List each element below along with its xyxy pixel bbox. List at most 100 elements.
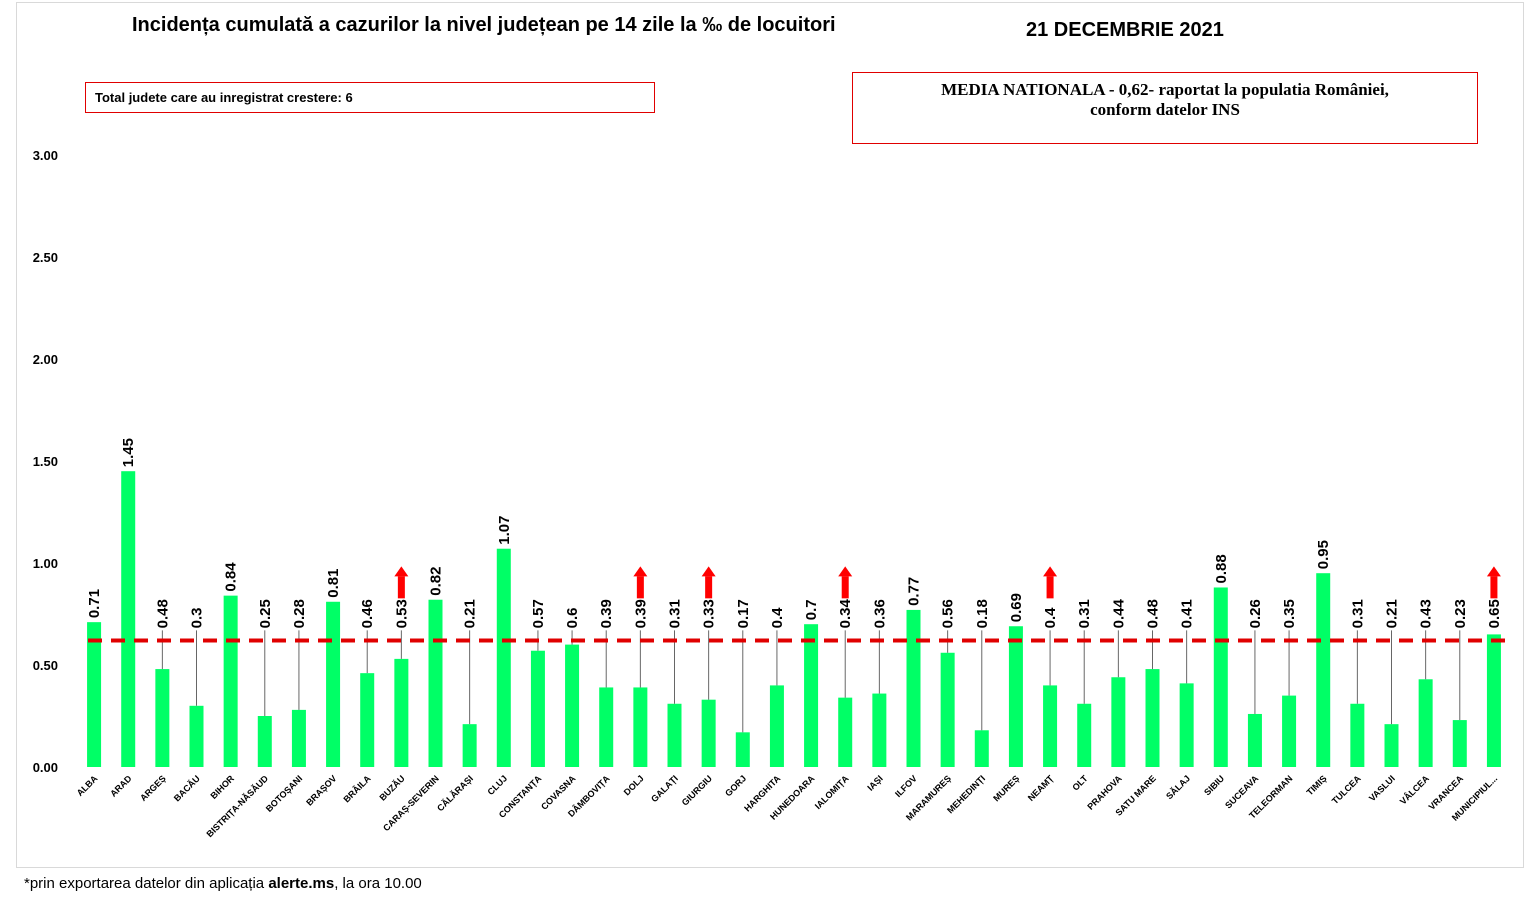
bar-galati (667, 703, 682, 767)
chart-title: Incidența cumulată a cazurilor la nivel … (132, 14, 836, 36)
x-label-bistrita-nasaud: BISTRIȚA-NĂSĂUD (204, 773, 270, 839)
x-label-salaj: SĂLAJ (1164, 773, 1192, 801)
bar-arad (121, 471, 136, 767)
value-label-neamt: 0.4 (1042, 607, 1059, 629)
x-label-buzau: BUZĂU (377, 773, 406, 802)
increase-arrow-dolj (633, 566, 648, 599)
bar-tulcea (1350, 703, 1365, 767)
bar-valcea (1418, 679, 1433, 767)
value-label-satu-mare: 0.48 (1145, 599, 1162, 628)
value-label-vaslui: 0.21 (1384, 599, 1401, 628)
x-label-olt: OLT (1070, 773, 1090, 793)
bar-vrancea (1452, 720, 1467, 767)
increase-count-box: Total judete care au inregistrat crester… (85, 82, 655, 113)
x-label-braila: BRĂILA (342, 773, 373, 804)
bar-prahova (1111, 677, 1126, 767)
value-label-brasov: 0.81 (325, 569, 342, 598)
value-label-galati: 0.31 (667, 599, 684, 628)
value-label-giurgiu: 0.33 (701, 599, 718, 628)
bar-bistrita-nasaud (257, 716, 272, 767)
value-label-gorj: 0.17 (735, 599, 752, 628)
value-label-valcea: 0.43 (1418, 599, 1435, 628)
national-average-line2: conform datelor INS (1090, 100, 1240, 119)
value-label-ialomita: 0.34 (837, 599, 854, 629)
bar-dambovita (599, 687, 614, 767)
bars-group (87, 471, 1501, 767)
value-label-covasna: 0.6 (564, 608, 581, 629)
value-label-dolj: 0.39 (632, 599, 649, 628)
bar-mehedinti (974, 730, 989, 767)
value-label-buzau: 0.53 (393, 599, 410, 628)
x-label-alba: ALBA (75, 773, 100, 798)
x-label-galati: GALAȚI (649, 773, 680, 804)
bar-teleorman (1282, 695, 1297, 767)
bar-botosani (291, 709, 306, 767)
bar-neamt (1043, 685, 1058, 767)
footnote-app: alerte.ms (268, 875, 335, 892)
value-label-hunedoara: 0.7 (803, 599, 820, 620)
increase-count-text: Total judete care au inregistrat crester… (95, 90, 353, 105)
value-labels-group: 0.71 1.45 0.48 0.3 0.84 0.25 0.28 0.81 0.46 0.53 0… (86, 438, 1503, 628)
footnote: *prin exportarea datelor din aplicația a… (24, 875, 422, 892)
x-label-ialomita: IALOMIȚA (813, 773, 851, 811)
bar-caras-severin (428, 599, 443, 767)
value-label-suceava: 0.26 (1247, 599, 1264, 628)
y-tick-label: 1.50 (33, 454, 58, 469)
x-label-gorj: GORJ (723, 773, 748, 798)
bar-covasna (565, 644, 580, 767)
chart-frame (16, 2, 1524, 868)
national-average-line1: MEDIA NATIONALA - 0,62- raportat la popu… (941, 80, 1389, 99)
bar-giurgiu (701, 699, 716, 767)
y-tick-label: 1.00 (33, 556, 58, 571)
value-label-ilfov: 0.77 (906, 577, 923, 606)
value-label-tulcea: 0.31 (1349, 599, 1366, 628)
report-date: 21 DECEMBRIE 2021 (1026, 19, 1224, 41)
bar-vaslui (1384, 724, 1399, 767)
x-label-iasi: IAȘI (865, 773, 884, 792)
x-label-sibiu: SIBIU (1202, 773, 1226, 797)
value-label-braila: 0.46 (359, 599, 376, 628)
x-label-cluj: CLUJ (486, 773, 510, 797)
x-label-timis: TIMIȘ (1305, 773, 1329, 797)
bar-satu-mare (1145, 669, 1160, 767)
bar-maramures (940, 652, 955, 767)
value-label-olt: 0.31 (1076, 599, 1093, 628)
y-tick-label: 0.00 (33, 760, 58, 775)
footnote-suffix: , la ora 10.00 (334, 875, 422, 892)
bar-arges (155, 669, 170, 767)
bar-constanta (530, 650, 545, 767)
bar-brasov (326, 601, 341, 767)
x-label-arges: ARGEȘ (138, 773, 168, 803)
x-label-dolj: DOLJ (622, 773, 646, 797)
bar-bihor (223, 595, 238, 767)
bar-timis (1316, 573, 1331, 767)
bar-dolj (633, 687, 648, 767)
x-label-valcea: VÂLCEA (1397, 772, 1431, 806)
bar-olt (1077, 703, 1092, 767)
bar-hunedoara (804, 624, 819, 767)
bar-braila (360, 673, 375, 767)
increase-arrow-buzau (394, 566, 409, 599)
bar-ilfov (906, 609, 921, 767)
bar-bacau (189, 705, 204, 767)
bar-iasi (872, 693, 887, 767)
bar-calarasi (462, 724, 477, 767)
x-label-botosani: BOTOȘANI (264, 773, 305, 814)
value-label-mures: 0.69 (1008, 593, 1025, 622)
x-label-mures: MUREȘ (991, 773, 1021, 803)
value-label-municipiul: 0.65 (1486, 599, 1503, 628)
y-tick-label: 0.50 (33, 658, 58, 673)
x-labels-group: ALBA ARAD ARGEȘ BACĂU BIHORBISTRIȚA-NĂSĂUDBO… (75, 772, 1500, 839)
value-label-teleorman: 0.35 (1281, 599, 1298, 628)
value-label-bihor: 0.84 (223, 562, 240, 592)
value-label-iasi: 0.36 (871, 599, 888, 628)
value-label-salaj: 0.41 (1179, 599, 1196, 628)
increase-arrows-group (394, 566, 1501, 599)
x-label-arad: ARAD (108, 773, 134, 799)
x-label-bacau: BACĂU (172, 773, 202, 803)
x-label-tulcea: TULCEA (1330, 773, 1363, 806)
bar-cluj (496, 548, 511, 767)
x-label-vaslui: VASLUI (1367, 773, 1397, 803)
x-label-neamt: NEAMȚ (1026, 773, 1056, 803)
value-label-maramures: 0.56 (940, 599, 957, 628)
